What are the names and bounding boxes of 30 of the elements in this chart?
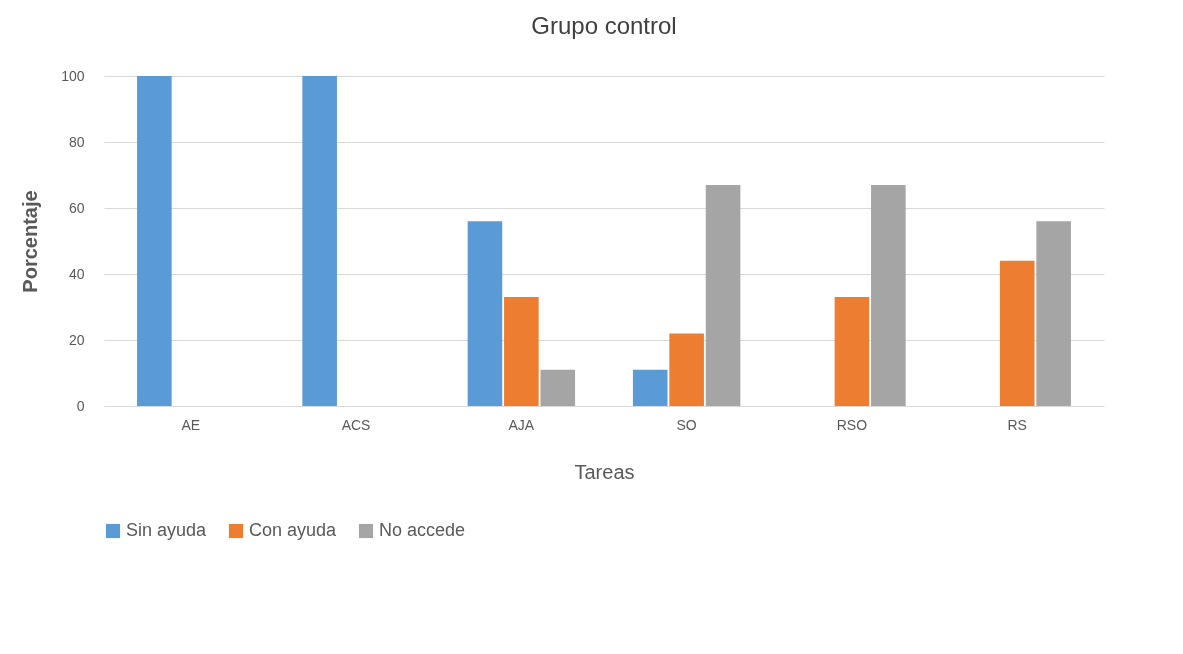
y-tick-label: 80 [68, 133, 85, 150]
bar [540, 369, 576, 406]
bar [871, 184, 906, 406]
x-tick-label: AE [181, 416, 201, 433]
x-axis-title: Tareas [574, 460, 635, 483]
x-tick-label: AJA [508, 416, 535, 433]
y-tick-label: 0 [76, 397, 85, 414]
bar [999, 260, 1035, 406]
bar [705, 184, 741, 406]
bar [504, 297, 539, 406]
legend-label: Sin ayuda [126, 520, 208, 540]
bar [137, 76, 172, 406]
bar [1036, 221, 1071, 406]
bar [467, 221, 503, 406]
y-tick-label: 60 [68, 199, 85, 216]
bar [834, 297, 870, 406]
bar [302, 76, 337, 406]
x-tick-label: ACS [341, 416, 371, 433]
legend-label: No accede [379, 520, 466, 540]
legend-label: Con ayuda [249, 520, 338, 540]
y-tick-label: 20 [68, 331, 85, 348]
x-tick-label: SO [676, 416, 697, 433]
x-tick-label: RS [1007, 416, 1027, 433]
chart-title: Grupo control [531, 12, 677, 39]
y-tick-label: 40 [68, 265, 85, 282]
bar [632, 369, 668, 406]
y-tick-label: 100 [61, 67, 85, 84]
bar [669, 333, 704, 406]
x-tick-label: RSO [836, 416, 868, 433]
y-axis-title: Porcentaje [19, 190, 42, 293]
